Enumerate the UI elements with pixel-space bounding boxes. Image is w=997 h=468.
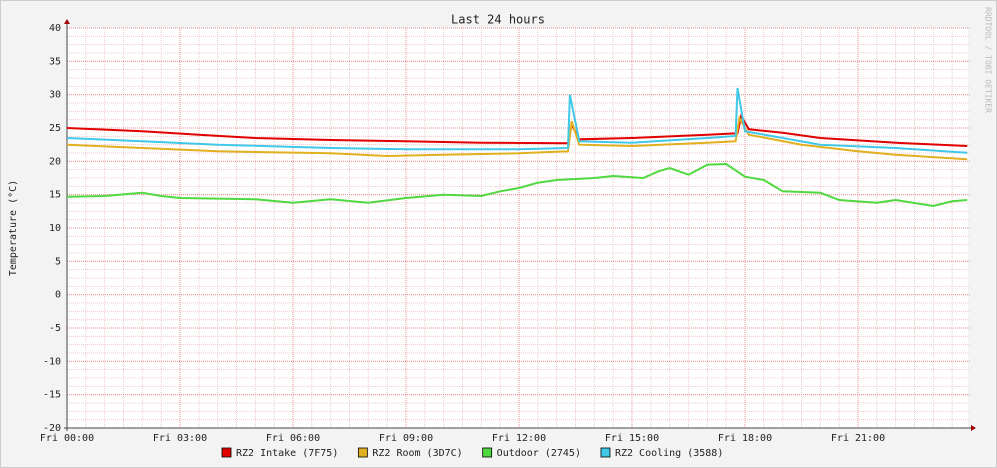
watermark: RRDTOOL / TOBI OETIKER [984,7,993,113]
legend-label: Outdoor (2745) [497,448,581,459]
y-tick-label: -5 [49,323,61,334]
y-tick-label: -10 [43,356,61,367]
legend-swatch [600,447,611,458]
legend-label: RZ2 Room (3D7C) [372,448,462,459]
series-line [66,115,968,161]
y-tick-label: 25 [49,123,61,134]
y-tick-label: 20 [49,156,61,167]
series-line [66,162,968,208]
x-tick-label: Fri 21:00 [831,433,885,444]
y-axis-label: Temperature (°C) [8,180,19,276]
y-tick-label: 30 [49,90,61,101]
x-tick-label: Fri 03:00 [153,433,207,444]
x-axis-arrow [971,425,976,431]
x-tick-label: Fri 06:00 [266,433,320,444]
x-tick-label: Fri 09:00 [379,433,433,444]
y-tick-label: 10 [49,223,61,234]
y-tick-label: 0 [55,290,61,301]
x-tick-label: Fri 12:00 [492,433,546,444]
y-tick-label: 35 [49,56,61,67]
y-tick-label: -20 [43,423,61,434]
y-tick-label: 40 [49,23,61,34]
x-tick-label: Fri 18:00 [718,433,772,444]
y-tick-label: 15 [49,190,61,201]
legend-swatch [221,447,232,458]
legend-swatch [482,447,493,458]
x-tick-label: Fri 15:00 [605,433,659,444]
legend-label: RZ2 Intake (7F75) [236,448,338,459]
x-tick-label: Fri 00:00 [40,433,94,444]
y-tick-label: -15 [43,390,61,401]
series-line [66,87,968,154]
chart-title: Last 24 hours [451,13,545,27]
y-axis-arrow [64,19,70,24]
legend-swatch [357,447,368,458]
y-tick-label: 5 [55,256,61,267]
legend-label: RZ2 Cooling (3588) [615,448,723,459]
